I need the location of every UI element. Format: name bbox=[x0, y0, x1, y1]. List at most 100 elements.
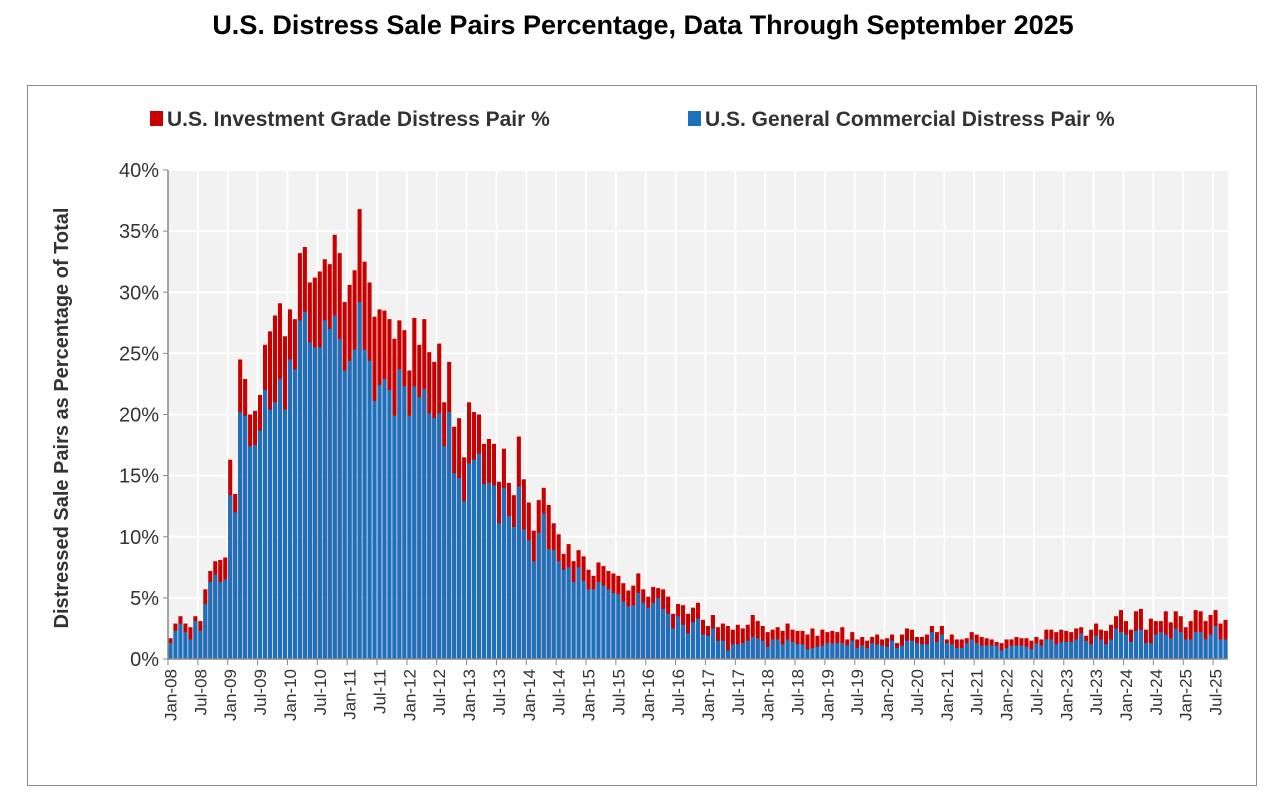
general-commercial-bar bbox=[700, 634, 706, 659]
general-commercial-bar bbox=[820, 645, 825, 659]
general-commercial-bar bbox=[1034, 643, 1039, 659]
general-commercial-bar bbox=[1044, 639, 1049, 659]
general-commercial-bar bbox=[1029, 649, 1034, 659]
general-commercial-bar bbox=[1064, 641, 1069, 659]
general-commercial-bar bbox=[322, 320, 327, 659]
general-commercial-bar bbox=[1079, 633, 1084, 659]
general-commercial-bar bbox=[377, 385, 382, 659]
general-commercial-bar bbox=[1104, 644, 1109, 659]
general-commercial-bar bbox=[233, 512, 238, 659]
x-tick-label: Jul-09 bbox=[251, 669, 270, 715]
general-commercial-bar bbox=[526, 540, 531, 659]
general-commercial-bar bbox=[1113, 628, 1119, 659]
general-commercial-bar bbox=[541, 513, 546, 659]
general-commercial-bar bbox=[292, 369, 297, 659]
general-commercial-bar bbox=[1024, 646, 1029, 659]
general-commercial-bar bbox=[432, 418, 437, 659]
general-commercial-bar bbox=[387, 390, 392, 659]
general-commercial-bar bbox=[342, 370, 347, 659]
investment-grade-bar bbox=[820, 629, 825, 659]
investment-grade-bar bbox=[810, 628, 815, 659]
general-commercial-bar bbox=[516, 486, 521, 659]
general-commercial-bar bbox=[511, 526, 516, 659]
x-tick-label: Jan-12 bbox=[400, 669, 419, 721]
general-commercial-bar bbox=[476, 453, 482, 659]
general-commercial-bar bbox=[924, 644, 929, 659]
general-commercial-bar bbox=[681, 624, 686, 659]
general-commercial-bar bbox=[755, 638, 760, 659]
general-commercial-bar bbox=[402, 386, 407, 659]
general-commercial-bar bbox=[491, 485, 497, 659]
general-commercial-bar bbox=[775, 639, 780, 659]
x-tick-label: Jan-25 bbox=[1177, 669, 1196, 721]
general-commercial-bar bbox=[437, 413, 442, 659]
general-commercial-bar bbox=[417, 397, 422, 659]
general-commercial-bar bbox=[467, 463, 472, 659]
y-tick-label: 20% bbox=[119, 405, 159, 427]
general-commercial-bar bbox=[919, 644, 924, 659]
general-commercial-bar bbox=[1138, 629, 1143, 659]
general-commercial-bar bbox=[1163, 634, 1168, 659]
general-commercial-bar bbox=[855, 647, 860, 659]
general-commercial-bar bbox=[964, 643, 969, 659]
general-commercial-bar bbox=[267, 409, 273, 659]
general-commercial-bar bbox=[1109, 639, 1114, 659]
general-commercial-bar bbox=[362, 349, 367, 659]
y-tick-label: 35% bbox=[119, 221, 159, 243]
y-tick-label: 0% bbox=[130, 649, 159, 671]
general-commercial-bar bbox=[890, 640, 895, 659]
x-tick-label: Jul-16 bbox=[669, 669, 688, 715]
general-commercial-bar bbox=[880, 645, 885, 659]
general-commercial-bar bbox=[939, 634, 944, 659]
general-commercial-bar bbox=[840, 643, 845, 659]
general-commercial-bar bbox=[690, 622, 696, 659]
general-commercial-bar bbox=[173, 630, 178, 659]
general-commercial-bar bbox=[934, 641, 939, 659]
general-commercial-bar bbox=[198, 630, 203, 659]
general-commercial-bar bbox=[193, 621, 198, 659]
general-commercial-bar bbox=[397, 369, 402, 659]
general-commercial-bar bbox=[785, 639, 790, 659]
general-commercial-bar bbox=[392, 415, 397, 659]
general-commercial-bar bbox=[606, 589, 611, 659]
x-tick-label: Jan-15 bbox=[580, 669, 599, 721]
general-commercial-bar bbox=[1089, 644, 1094, 659]
general-commercial-bar bbox=[730, 644, 735, 659]
general-commercial-bar bbox=[208, 581, 213, 659]
x-tick-label: Jan-17 bbox=[699, 669, 718, 721]
x-tick-label: Jul-22 bbox=[1027, 669, 1046, 715]
general-commercial-bar bbox=[845, 645, 850, 659]
general-commercial-bar bbox=[770, 639, 775, 659]
x-tick-label: Jan-21 bbox=[938, 669, 957, 721]
general-commercial-bar bbox=[422, 388, 427, 659]
general-commercial-bar bbox=[929, 632, 934, 659]
general-commercial-bar bbox=[860, 645, 865, 659]
general-commercial-bar bbox=[1069, 641, 1074, 659]
general-commercial-bar bbox=[1099, 639, 1104, 659]
general-commercial-bar bbox=[641, 602, 646, 659]
general-commercial-bar bbox=[1178, 632, 1183, 659]
x-tick-label: Jan-23 bbox=[1057, 669, 1076, 721]
general-commercial-bar bbox=[904, 640, 910, 659]
x-tick-label: Jul-15 bbox=[609, 669, 628, 715]
legend-label: U.S. Investment Grade Distress Pair % bbox=[167, 108, 550, 131]
general-commercial-bar bbox=[253, 445, 258, 659]
general-commercial-bar bbox=[183, 632, 188, 659]
general-commercial-bar bbox=[188, 639, 193, 659]
general-commercial-bar bbox=[307, 342, 312, 659]
general-commercial-bar bbox=[646, 607, 651, 659]
investment-grade-bar bbox=[735, 624, 740, 659]
investment-grade-bar bbox=[765, 632, 770, 659]
general-commercial-bar bbox=[815, 646, 820, 659]
general-commercial-bar bbox=[168, 643, 173, 659]
general-commercial-bar bbox=[312, 347, 317, 659]
x-tick-label: Jul-12 bbox=[430, 669, 449, 715]
general-commercial-bar bbox=[457, 478, 462, 659]
x-tick-label: Jan-14 bbox=[520, 669, 539, 721]
x-tick-label: Jan-09 bbox=[221, 669, 240, 721]
y-tick-label: 30% bbox=[119, 282, 159, 304]
x-tick-label: Jul-10 bbox=[311, 669, 330, 715]
general-commercial-bar bbox=[616, 594, 621, 659]
general-commercial-bar bbox=[710, 628, 715, 659]
x-tick-label: Jul-18 bbox=[789, 669, 808, 715]
